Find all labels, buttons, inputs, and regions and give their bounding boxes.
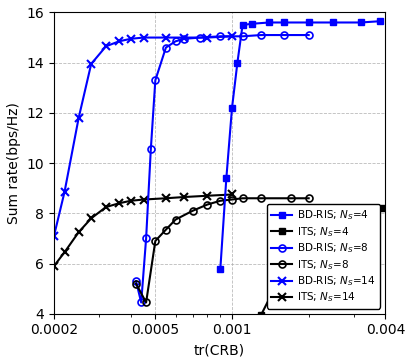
BD-RIS; $N_S$=4 xyxy=(331,20,336,25)
BD-RIS; $N_S$=8 xyxy=(306,33,311,37)
BD-RIS; $N_S$=4 xyxy=(267,20,272,25)
ITS; $N_S$=8 xyxy=(240,196,245,201)
BD-RIS; $N_S$=14 xyxy=(141,35,146,40)
BD-RIS; $N_S$=8 xyxy=(148,147,153,151)
ITS; $N_S$=8 xyxy=(205,202,210,207)
ITS; $N_S$=8 xyxy=(218,199,223,203)
BD-RIS; $N_S$=8 xyxy=(218,34,223,39)
BD-RIS; $N_S$=14 xyxy=(62,190,67,194)
BD-RIS; $N_S$=8 xyxy=(259,33,264,37)
ITS; $N_S$=4 xyxy=(288,251,293,256)
ITS; $N_S$=14 xyxy=(229,192,234,197)
BD-RIS; $N_S$=4 xyxy=(377,19,382,23)
ITS; $N_S$=8 xyxy=(229,197,234,202)
ITS; $N_S$=14 xyxy=(62,250,67,254)
ITS; $N_S$=14 xyxy=(141,197,146,202)
BD-RIS; $N_S$=14 xyxy=(76,116,81,120)
ITS; $N_S$=8 xyxy=(164,228,169,232)
ITS; $N_S$=8 xyxy=(153,239,158,243)
BD-RIS; $N_S$=4 xyxy=(240,23,245,27)
BD-RIS; $N_S$=8 xyxy=(281,33,286,37)
ITS; $N_S$=14 xyxy=(76,230,81,234)
BD-RIS; $N_S$=14 xyxy=(182,35,187,40)
Line: ITS; $N_S$=14: ITS; $N_S$=14 xyxy=(50,190,236,270)
ITS; $N_S$=14 xyxy=(164,196,169,201)
BD-RIS; $N_S$=8 xyxy=(198,35,203,40)
ITS; $N_S$=8 xyxy=(306,196,311,201)
ITS; $N_S$=14 xyxy=(128,199,133,203)
Line: ITS; $N_S$=4: ITS; $N_S$=4 xyxy=(258,205,386,318)
BD-RIS; $N_S$=8 xyxy=(240,34,245,39)
ITS; $N_S$=14 xyxy=(52,264,56,268)
BD-RIS; $N_S$=4 xyxy=(250,21,255,26)
ITS; $N_S$=4 xyxy=(365,209,370,213)
ITS; $N_S$=4 xyxy=(344,213,349,217)
ITS; $N_S$=4 xyxy=(259,313,264,317)
BD-RIS; $N_S$=14 xyxy=(205,35,210,40)
ITS; $N_S$=14 xyxy=(205,194,210,198)
ITS; $N_S$=14 xyxy=(89,216,94,221)
BD-RIS; $N_S$=4 xyxy=(358,20,363,25)
BD-RIS; $N_S$=8 xyxy=(144,236,149,241)
ITS; $N_S$=8 xyxy=(173,217,178,222)
BD-RIS; $N_S$=14 xyxy=(103,44,108,48)
BD-RIS; $N_S$=8 xyxy=(139,300,144,305)
BD-RIS; $N_S$=4 xyxy=(235,60,240,65)
BD-RIS; $N_S$=8 xyxy=(133,279,138,283)
Legend: BD-RIS; $N_S$=4, ITS; $N_S$=4, BD-RIS; $N_S$=8, ITS; $N_S$=8, BD-RIS; $N_S$=14, : BD-RIS; $N_S$=4, ITS; $N_S$=4, BD-RIS; $… xyxy=(267,205,380,309)
ITS; $N_S$=8 xyxy=(144,300,149,305)
BD-RIS; $N_S$=4 xyxy=(281,20,286,25)
ITS; $N_S$=14 xyxy=(117,201,122,205)
ITS; $N_S$=8 xyxy=(288,196,293,201)
Line: ITS; $N_S$=8: ITS; $N_S$=8 xyxy=(133,195,312,306)
BD-RIS; $N_S$=4 xyxy=(306,20,311,25)
BD-RIS; $N_S$=8 xyxy=(153,78,158,82)
BD-RIS; $N_S$=8 xyxy=(182,37,187,41)
Line: BD-RIS; $N_S$=8: BD-RIS; $N_S$=8 xyxy=(133,32,312,306)
ITS; $N_S$=4 xyxy=(322,219,327,223)
BD-RIS; $N_S$=14 xyxy=(229,34,234,39)
ITS; $N_S$=4 xyxy=(300,233,305,237)
ITS; $N_S$=4 xyxy=(380,206,385,210)
ITS; $N_S$=4 xyxy=(274,281,279,286)
BD-RIS; $N_S$=4 xyxy=(218,266,223,271)
BD-RIS; $N_S$=14 xyxy=(164,35,169,40)
Line: BD-RIS; $N_S$=14: BD-RIS; $N_S$=14 xyxy=(50,32,236,240)
ITS; $N_S$=14 xyxy=(182,195,187,199)
BD-RIS; $N_S$=8 xyxy=(173,39,178,44)
BD-RIS; $N_S$=4 xyxy=(229,106,234,110)
BD-RIS; $N_S$=8 xyxy=(164,46,169,50)
BD-RIS; $N_S$=14 xyxy=(117,39,122,44)
BD-RIS; $N_S$=14 xyxy=(89,62,94,66)
ITS; $N_S$=8 xyxy=(259,196,264,201)
ITS; $N_S$=14 xyxy=(103,205,108,209)
BD-RIS; $N_S$=14 xyxy=(52,234,56,238)
ITS; $N_S$=8 xyxy=(190,209,195,213)
BD-RIS; $N_S$=4 xyxy=(224,176,229,180)
ITS; $N_S$=8 xyxy=(133,281,138,286)
Line: BD-RIS; $N_S$=4: BD-RIS; $N_S$=4 xyxy=(217,18,383,272)
X-axis label: tr(CRB): tr(CRB) xyxy=(194,343,245,357)
Y-axis label: Sum rate(bps/Hz): Sum rate(bps/Hz) xyxy=(7,102,21,224)
BD-RIS; $N_S$=14 xyxy=(128,37,133,41)
